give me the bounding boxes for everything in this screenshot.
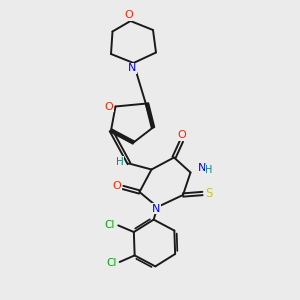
Text: Cl: Cl [105, 220, 115, 230]
Text: H: H [116, 157, 123, 167]
Text: N: N [152, 203, 160, 214]
Text: O: O [112, 181, 122, 191]
Text: O: O [178, 130, 187, 140]
Text: N: N [198, 163, 206, 173]
Text: Cl: Cl [106, 258, 116, 268]
Text: S: S [206, 187, 213, 200]
Text: H: H [206, 165, 213, 175]
Text: O: O [104, 101, 113, 112]
Text: O: O [124, 10, 134, 20]
Text: N: N [128, 63, 136, 74]
